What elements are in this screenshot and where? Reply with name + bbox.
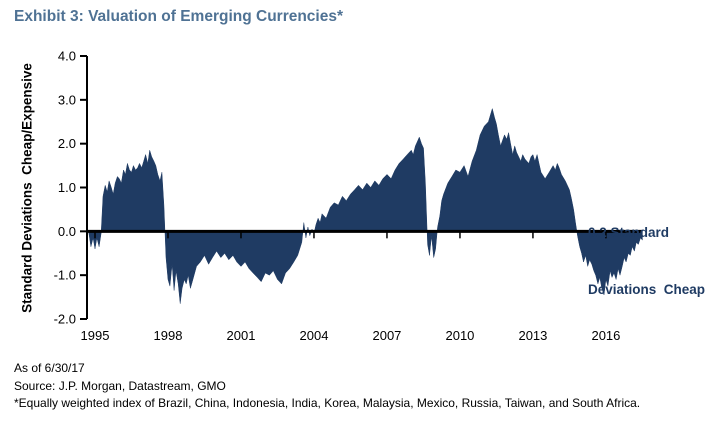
annotation-line-2: Deviations Cheap <box>588 282 706 297</box>
y-tick-label: 2.0 <box>58 136 76 151</box>
area-series <box>88 107 643 304</box>
footer-source: Source: J.P. Morgan, Datastream, GMO <box>14 378 226 393</box>
footer-as-of: As of 6/30/17 <box>14 361 85 375</box>
y-tick-label: 3.0 <box>58 92 76 107</box>
y-tick-label: 4.0 <box>58 49 76 64</box>
valuation-area-chart: 4.0 3.0 2.0 1.0 0.0 -1.0 -2.0 1995 1998 2001 2004 2… <box>54 49 643 343</box>
x-tick-label: 1998 <box>154 328 183 343</box>
x-tick-label: 2001 <box>227 328 256 343</box>
y-tick-label: -2.0 <box>54 312 76 327</box>
x-tick-label: 2016 <box>591 328 620 343</box>
footer-footnote: *Equally weighted index of Brazil, China… <box>14 396 641 410</box>
y-tick-label: 1.0 <box>58 180 76 195</box>
x-tick-label: 2007 <box>372 328 401 343</box>
chart-title: Exhibit 3: Valuation of Emerging Currenc… <box>14 8 344 25</box>
annotation-line-1: 0.2 Standard <box>588 225 670 240</box>
footer: As of 6/30/17 Source: J.P. Morgan, Datas… <box>14 360 640 413</box>
y-tick-label: 0.0 <box>58 224 76 239</box>
x-tick-label: 2004 <box>300 328 329 343</box>
current-value-annotation: 0.2 Standard Deviations Cheap <box>588 185 705 337</box>
y-tick-label: -1.0 <box>54 268 76 283</box>
x-tick-label: 2010 <box>445 328 474 343</box>
x-tick-label: 2013 <box>518 328 547 343</box>
x-tick-label: 1995 <box>81 328 110 343</box>
